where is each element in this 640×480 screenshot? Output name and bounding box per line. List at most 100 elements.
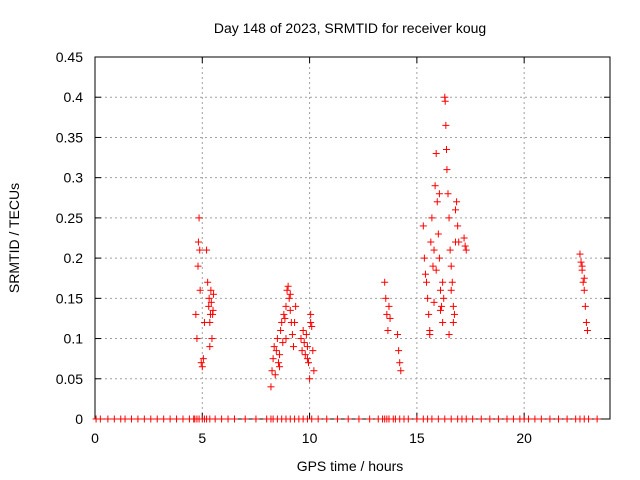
data-point — [291, 318, 299, 326]
data-point — [382, 294, 390, 302]
zero-data-point — [121, 415, 129, 423]
data-point — [276, 351, 284, 359]
data-point — [583, 327, 591, 335]
data-point — [445, 331, 453, 339]
data-point — [192, 310, 200, 318]
y-tick-label: 0 — [75, 411, 83, 427]
data-point — [309, 347, 317, 355]
zero-data-point — [173, 415, 181, 423]
ticks-layer — [94, 56, 610, 420]
y-tick-label: 0.4 — [64, 89, 84, 105]
zero-data-point — [110, 415, 118, 423]
data-point — [206, 318, 214, 326]
data-point — [577, 258, 585, 266]
data-point — [436, 286, 444, 294]
zero-data-point — [531, 415, 539, 423]
data-point — [432, 266, 440, 274]
data-point — [442, 121, 450, 129]
data-point — [288, 331, 296, 339]
data-point — [433, 198, 441, 206]
zero-data-point — [524, 415, 532, 423]
y-tick-label: 0.25 — [56, 210, 83, 226]
zero-data-point — [355, 415, 363, 423]
data-point — [271, 371, 279, 379]
zero-data-point — [344, 415, 352, 423]
data-point — [421, 270, 429, 278]
data-point — [439, 278, 447, 286]
data-point — [385, 302, 393, 310]
data-point — [303, 355, 311, 363]
data-point — [194, 238, 202, 246]
data-point — [277, 327, 285, 335]
data-point — [194, 262, 202, 270]
zero-data-point — [308, 415, 316, 423]
zero-data-point — [503, 415, 511, 423]
data-point — [208, 335, 216, 343]
zero-data-point — [218, 415, 226, 423]
data-point — [206, 343, 214, 351]
zero-data-point — [241, 415, 249, 423]
data-point — [460, 234, 468, 242]
zero-data-point — [462, 415, 470, 423]
data-point — [276, 363, 284, 371]
data-point — [273, 335, 281, 343]
data-point — [440, 294, 448, 302]
x-tick-label: 5 — [198, 430, 206, 446]
zero-data-point — [563, 415, 571, 423]
data-point — [207, 298, 215, 306]
zero-data-point — [323, 415, 331, 423]
data-point — [198, 363, 206, 371]
data-point — [462, 246, 470, 254]
zero-data-point — [147, 415, 155, 423]
zero-data-point — [486, 415, 494, 423]
data-point — [441, 97, 449, 105]
data-point — [396, 359, 404, 367]
zero-data-point — [469, 415, 477, 423]
data-point — [281, 314, 289, 322]
zero-data-point — [252, 415, 260, 423]
data-point — [428, 214, 436, 222]
data-point — [435, 190, 443, 198]
zero-data-point — [428, 415, 436, 423]
data-point — [429, 262, 437, 270]
data-point — [432, 150, 440, 158]
y-axis-label: SRMTID / TECUs — [6, 183, 22, 293]
plot-frame — [94, 56, 611, 420]
data-point — [204, 278, 212, 286]
zero-data-point — [555, 415, 562, 423]
zero-data-point — [160, 415, 168, 423]
data-point — [439, 318, 447, 326]
data-point — [449, 318, 457, 326]
zero-data-point — [134, 415, 142, 423]
x-tick-label: 0 — [91, 430, 99, 446]
data-point — [446, 246, 454, 254]
data-point — [450, 310, 458, 318]
zero-data-point — [585, 415, 593, 423]
y-tick-label: 0.05 — [56, 371, 83, 387]
data-point — [430, 246, 438, 254]
data-point — [289, 343, 297, 351]
data-point — [383, 310, 391, 318]
data-point — [454, 222, 462, 230]
data-point — [279, 339, 287, 347]
zero-data-point — [494, 415, 502, 423]
data-point — [302, 331, 310, 339]
y-tick-label: 0.1 — [64, 331, 84, 347]
data-point — [420, 254, 428, 262]
grid-layer — [95, 57, 610, 419]
data-point — [196, 286, 204, 294]
zero-data-point — [211, 415, 219, 423]
y-tick-label: 0.3 — [64, 170, 84, 186]
y-tick-label: 0.45 — [56, 49, 83, 65]
zero-data-point — [404, 415, 412, 423]
y-tick-label: 0.35 — [56, 129, 83, 145]
zero-data-point — [537, 415, 545, 423]
data-point — [282, 302, 290, 310]
data-point — [205, 294, 213, 302]
data-point — [307, 310, 315, 318]
x-axis-label: GPS time / hours — [297, 458, 404, 474]
zero-data-point — [140, 415, 148, 423]
data-point — [394, 331, 402, 339]
data-point — [270, 343, 278, 351]
data-point — [444, 190, 452, 198]
